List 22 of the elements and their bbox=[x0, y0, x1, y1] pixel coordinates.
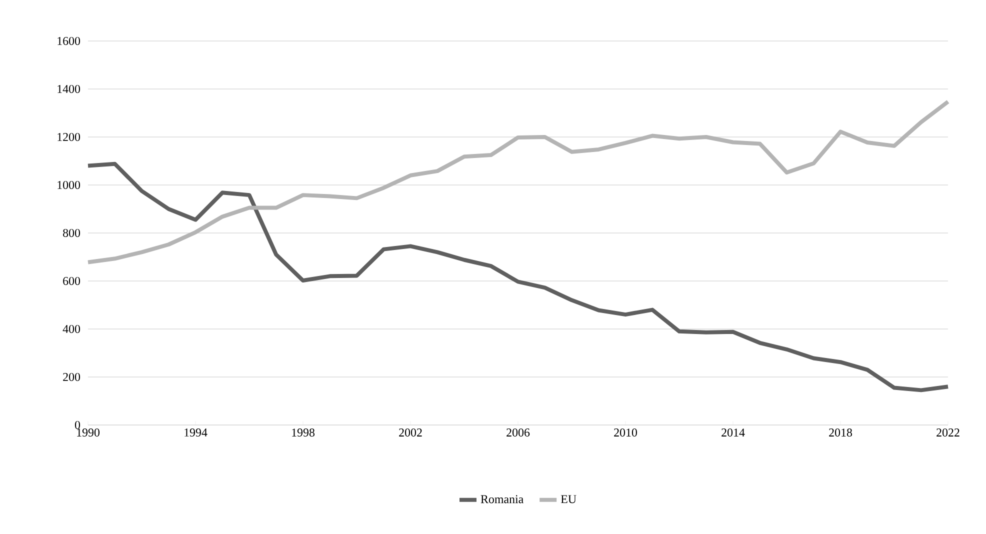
x-tick-label: 2022 bbox=[936, 428, 960, 437]
y-tick-label: 1200 bbox=[58, 132, 80, 142]
y-tick-label: 200 bbox=[63, 372, 80, 382]
y-tick-label: 1600 bbox=[58, 36, 80, 46]
line-series bbox=[86, 162, 950, 392]
x-tick-label: 2010 bbox=[614, 428, 638, 437]
y-tick-label: 1000 bbox=[58, 180, 80, 190]
legend-label: EU bbox=[560, 495, 576, 504]
y-tick-label: 600 bbox=[63, 276, 80, 286]
y-tick-label: 800 bbox=[63, 228, 80, 238]
x-tick-label: 1998 bbox=[292, 428, 315, 437]
line-series bbox=[86, 100, 950, 264]
x-tick-label: 1990 bbox=[77, 428, 100, 437]
x-tick-label: 2018 bbox=[829, 428, 852, 437]
x-tick-label: 2006 bbox=[506, 428, 530, 437]
y-tick-label: 400 bbox=[62, 324, 80, 334]
legend-label: Romania bbox=[480, 495, 524, 504]
x-tick-label: 1994 bbox=[184, 428, 208, 437]
y-tick-label: 0 bbox=[74, 420, 80, 430]
x-tick-label: 2014 bbox=[722, 428, 745, 437]
x-tick-label: 2002 bbox=[399, 428, 422, 437]
y-tick-label: 1400 bbox=[58, 84, 80, 94]
